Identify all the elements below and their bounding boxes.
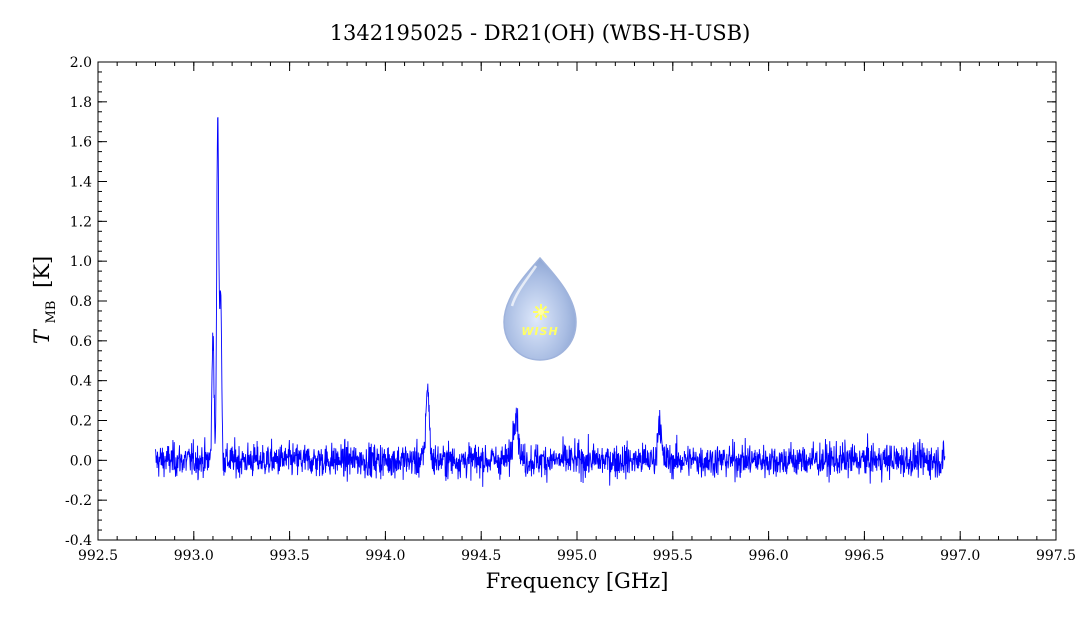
- x-axis-label: Frequency [GHz]: [486, 569, 669, 593]
- wish-logo: WISH: [503, 256, 577, 361]
- y-tick-label: 0.4: [70, 374, 92, 390]
- x-tick-label: 994.0: [365, 548, 405, 564]
- axis-ticks: 992.5 993.0 993.5 994.0 994.5 995.0 995.5 996.0…: [65, 55, 1076, 564]
- y-tick-label: 1.2: [70, 214, 92, 230]
- x-tick-label: 994.5: [461, 548, 501, 564]
- x-tick-label: 996.0: [749, 548, 789, 564]
- y-axis-label-unit: [K]: [30, 256, 54, 288]
- logo-highlight: [510, 265, 538, 307]
- chart-title: 1342195025 - DR21(OH) (WBS-H-USB): [330, 21, 751, 45]
- x-tick-label: 993.5: [270, 548, 310, 564]
- spectrum-line: [155, 117, 946, 487]
- y-tick-label: 1.4: [70, 175, 92, 191]
- y-tick-label: 1.6: [70, 135, 92, 151]
- y-tick-label: 2.0: [70, 55, 92, 71]
- y-tick-label: 1.8: [70, 95, 92, 111]
- x-tick-label: 995.0: [557, 548, 597, 564]
- x-tick-label: 997.0: [940, 548, 980, 564]
- logo-text: WISH: [521, 325, 558, 338]
- y-tick-label: 0.8: [70, 294, 92, 310]
- y-tick-label: 1.0: [70, 254, 92, 270]
- y-axis-label: T MB [K]: [30, 256, 60, 344]
- y-axis-label-subscript: MB: [44, 301, 59, 324]
- star-icon: [533, 304, 549, 320]
- y-tick-label: 0.6: [70, 334, 92, 350]
- y-tick-label: -0.4: [65, 533, 92, 549]
- x-tick-label: 992.5: [78, 548, 118, 564]
- x-tick-label: 995.5: [653, 548, 693, 564]
- svg-text:T MB [K]: T MB [K]: [30, 256, 60, 344]
- x-tick-label: 996.5: [844, 548, 884, 564]
- y-tick-label: 0.0: [70, 453, 92, 469]
- y-tick-label: -0.2: [65, 493, 92, 509]
- y-axis-label-symbol: T: [30, 328, 54, 344]
- x-tick-label: 997.5: [1036, 548, 1076, 564]
- x-tick-label: 993.0: [174, 548, 214, 564]
- spectrum-series: [155, 117, 946, 487]
- y-tick-label: 0.2: [70, 414, 92, 430]
